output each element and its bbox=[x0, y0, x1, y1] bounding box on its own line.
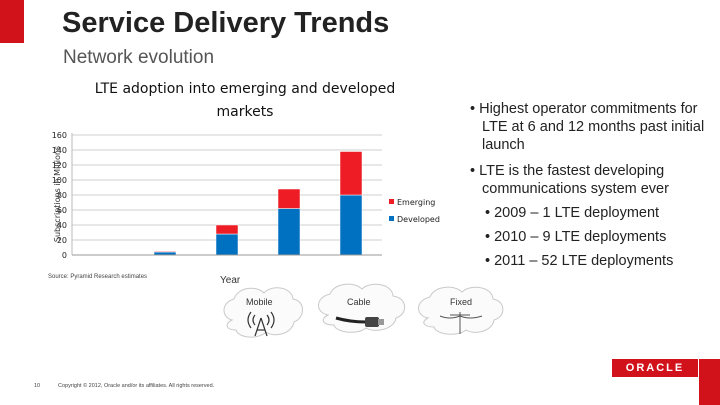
y-tick-label: 60 bbox=[57, 206, 67, 215]
fixed-cloud bbox=[418, 286, 504, 335]
legend-swatch-developed bbox=[389, 216, 394, 221]
y-tick-label: 140 bbox=[52, 146, 67, 155]
y-tick-label: 20 bbox=[57, 236, 67, 245]
y-tick-label: 0 bbox=[62, 251, 67, 260]
chart-title-line-2: markets bbox=[216, 104, 274, 120]
bar-emerging bbox=[153, 251, 177, 253]
telephone-pole-icon bbox=[439, 312, 483, 334]
slide-subtitle: Network evolution bbox=[63, 47, 215, 68]
y-tick-label: 40 bbox=[57, 221, 67, 230]
bar-developed bbox=[277, 208, 301, 256]
cable-icon bbox=[335, 316, 384, 327]
bar-emerging bbox=[215, 224, 239, 235]
x-axis-label: Year bbox=[220, 275, 241, 286]
oracle-logo: ORACLE bbox=[612, 359, 698, 377]
y-tick-label: 80 bbox=[57, 191, 67, 200]
accent-bar bbox=[0, 0, 24, 43]
copyright-notice: Copyright © 2012, Oracle and/or its affi… bbox=[58, 383, 215, 389]
corner-accent bbox=[699, 359, 720, 405]
cable-label: Cable bbox=[347, 297, 371, 307]
bar-emerging bbox=[339, 151, 363, 196]
bullet-item: • 2011 – 52 LTE deployments bbox=[485, 253, 674, 269]
slide-title: Service Delivery Trends bbox=[62, 7, 390, 39]
bullet-item: • 2009 – 1 LTE deployment bbox=[485, 205, 660, 221]
cable-cloud bbox=[318, 283, 406, 333]
bullet-item: • Highest operator commitments for LTE a… bbox=[470, 101, 705, 153]
y-tick-label: 100 bbox=[52, 176, 67, 185]
page-number: 10 bbox=[34, 383, 41, 389]
chart-title: LTE adoption into emerging and developed… bbox=[70, 78, 420, 124]
legend: Emerging Developed bbox=[389, 198, 440, 224]
y-tick-label: 160 bbox=[52, 131, 67, 140]
y-tick-label: 120 bbox=[52, 161, 67, 170]
chart-title-line-1: LTE adoption into emerging and developed bbox=[94, 81, 396, 97]
legend-swatch-emerging bbox=[389, 199, 394, 204]
legend-label-developed: Developed bbox=[397, 215, 440, 224]
legend-label-emerging: Emerging bbox=[397, 198, 435, 207]
bar-developed bbox=[339, 194, 363, 256]
fixed-label: Fixed bbox=[450, 297, 473, 307]
mobile-cloud bbox=[223, 287, 303, 338]
y-axis-label: Subscriptions in Millions bbox=[53, 146, 62, 242]
bullet-item: • 2010 – 9 LTE deployments bbox=[485, 229, 667, 245]
bar-emerging bbox=[277, 188, 301, 209]
source-note: Source: Pyramid Research estimates bbox=[48, 274, 148, 280]
bar-developed bbox=[215, 233, 239, 256]
antenna-icon bbox=[247, 311, 275, 337]
bullet-item: • LTE is the fastest developing communic… bbox=[470, 163, 669, 197]
mobile-label: Mobile bbox=[246, 297, 273, 307]
